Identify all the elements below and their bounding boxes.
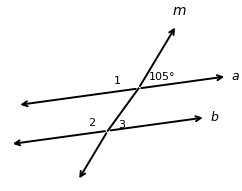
Text: 2: 2 [88,118,95,128]
Text: 3: 3 [119,120,125,130]
Text: 1: 1 [114,76,121,86]
Text: b: b [210,111,218,124]
Text: a: a [232,70,239,83]
Text: m: m [172,4,186,18]
Text: 105°: 105° [149,72,175,83]
